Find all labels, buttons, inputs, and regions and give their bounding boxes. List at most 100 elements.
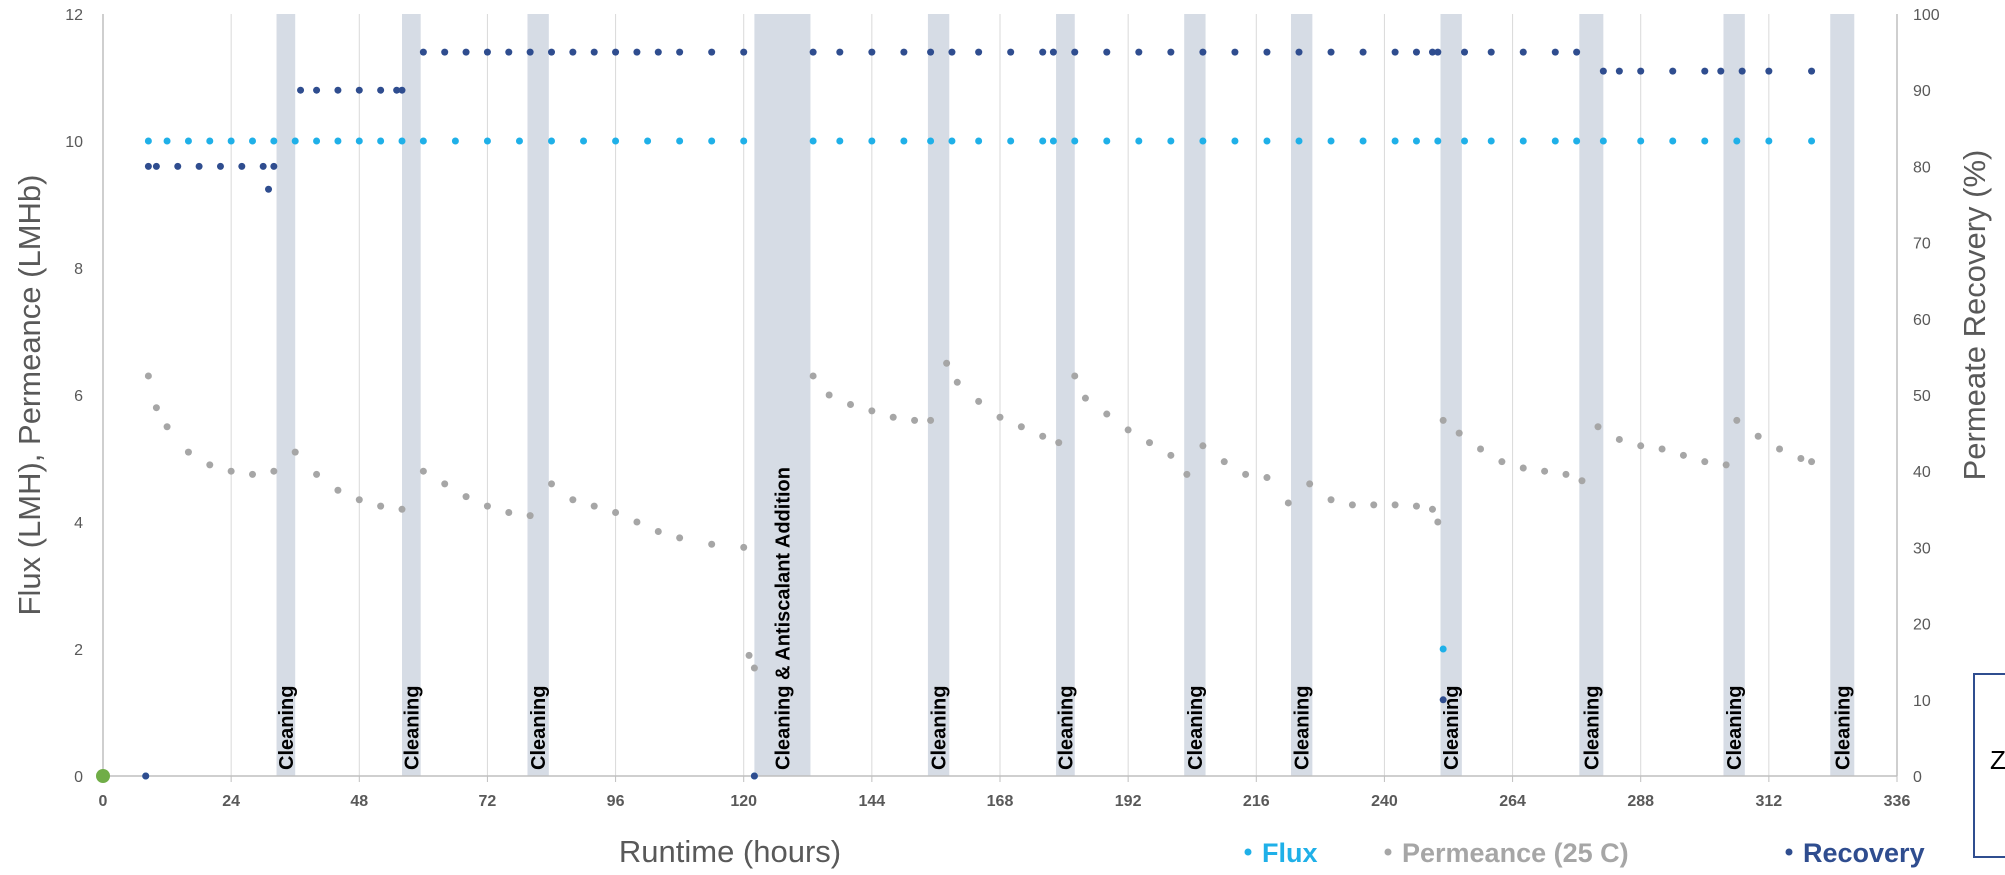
legend-label: Recovery <box>1803 838 1925 868</box>
y-tick-label: 4 <box>74 515 83 532</box>
recovery-point <box>505 48 513 56</box>
permeance-point <box>1434 518 1442 526</box>
recovery-point <box>265 185 273 193</box>
recovery-point <box>297 86 305 94</box>
recovery-point <box>195 162 203 170</box>
permeance-point <box>1562 470 1570 478</box>
y-tick-label: 8 <box>74 261 83 278</box>
recovery-point <box>740 48 748 56</box>
permeance-point <box>1370 501 1378 509</box>
recovery-point <box>1738 67 1746 75</box>
cleaning-label: Cleaning <box>1185 686 1207 770</box>
flux-point <box>1461 137 1469 145</box>
permeance-point <box>750 664 758 672</box>
permeance-point <box>1183 470 1191 478</box>
cleaning-label: Cleaning <box>1581 686 1603 770</box>
flux-point <box>419 137 427 145</box>
cleaning-band <box>1830 14 1855 776</box>
cleaning-label: Cleaning <box>528 686 550 770</box>
cleaning-label: Cleaning <box>929 686 951 770</box>
recovery-point <box>1428 48 1436 56</box>
cleaning-band <box>927 14 950 776</box>
recovery-point <box>526 48 534 56</box>
recovery-point <box>1391 48 1399 56</box>
x-tick-label: 264 <box>1499 793 1526 810</box>
permeance-point <box>1103 410 1111 418</box>
recovery-point <box>548 48 555 56</box>
permeance-point <box>462 493 470 501</box>
permeance-point <box>227 467 235 475</box>
recovery-point <box>1765 67 1773 75</box>
x-tick-label: 0 <box>99 793 108 810</box>
x-tick-label: 216 <box>1243 793 1270 810</box>
permeance-point <box>612 508 620 516</box>
cleaning-band <box>1579 14 1604 776</box>
permeance-point <box>1284 499 1292 507</box>
flux-point <box>451 137 459 145</box>
recovery-point <box>1135 48 1143 56</box>
y-tick-label: 2 <box>74 642 83 659</box>
permeance-point <box>526 512 534 520</box>
recovery-point <box>1701 67 1709 75</box>
permeance-point <box>334 486 342 494</box>
flux-point <box>1551 137 1559 145</box>
recovery-point <box>1007 48 1015 56</box>
legend-marker <box>1244 848 1252 856</box>
recovery-point <box>1263 48 1271 56</box>
flux-point <box>184 137 192 145</box>
flux-point <box>249 137 256 145</box>
flux-point <box>948 137 956 145</box>
data-points <box>96 48 1816 783</box>
permeance-point <box>1797 455 1805 462</box>
permeance-point <box>377 502 385 510</box>
flux-point <box>377 137 385 145</box>
permeance-point <box>1439 416 1447 424</box>
permeance-point <box>419 467 427 475</box>
recovery-point <box>948 48 956 56</box>
permeance-point <box>505 508 513 516</box>
permeance-point <box>911 416 919 424</box>
recovery-point <box>836 48 844 56</box>
permeance-point <box>868 407 876 415</box>
recovery-point <box>900 48 908 56</box>
flux-point <box>163 137 171 145</box>
permeance-point <box>1081 394 1089 402</box>
y2-tick-label: 0 <box>1913 769 1922 786</box>
permeance-point <box>1199 442 1207 450</box>
permeance-point <box>1306 480 1314 488</box>
cleaning-label: Cleaning <box>1724 686 1746 770</box>
permeance-point <box>441 480 449 488</box>
y2-tick-label: 60 <box>1913 312 1931 329</box>
recovery-point <box>419 48 427 56</box>
permeance-point <box>927 416 935 424</box>
permeance-point <box>184 448 192 456</box>
permeance-point <box>1498 458 1506 466</box>
recovery-point <box>1461 48 1469 56</box>
flux-point <box>1519 137 1527 145</box>
recovery-point <box>809 48 817 56</box>
flux-point <box>270 137 278 145</box>
flux-point <box>1199 137 1207 145</box>
recovery-point <box>152 162 160 170</box>
cleaning-label: Cleaning <box>1292 686 1314 770</box>
permeance-point <box>1776 445 1784 453</box>
permeance-point <box>590 502 598 510</box>
flux-point <box>1359 137 1367 145</box>
recovery-point <box>1039 48 1047 56</box>
y-tick-label: 6 <box>74 388 83 405</box>
recovery-point <box>441 48 449 56</box>
cleaning-labels: Cleaning Cleaning Cleaning Cleaning & Antis… <box>276 467 1854 770</box>
legend-label: Flux <box>1262 838 1318 868</box>
flux-point <box>1487 137 1495 145</box>
cleaning-band <box>402 14 421 776</box>
recovery-point <box>1412 48 1420 56</box>
permeance-point <box>1124 426 1132 434</box>
recovery-point <box>1049 48 1057 56</box>
flux-point <box>355 137 363 145</box>
recovery-point <box>1327 48 1335 56</box>
legend-marker <box>1785 848 1793 856</box>
flux-point <box>900 137 908 145</box>
cleaning-band <box>276 14 296 776</box>
recovery-point <box>1071 48 1079 56</box>
recovery-point <box>1199 48 1207 56</box>
